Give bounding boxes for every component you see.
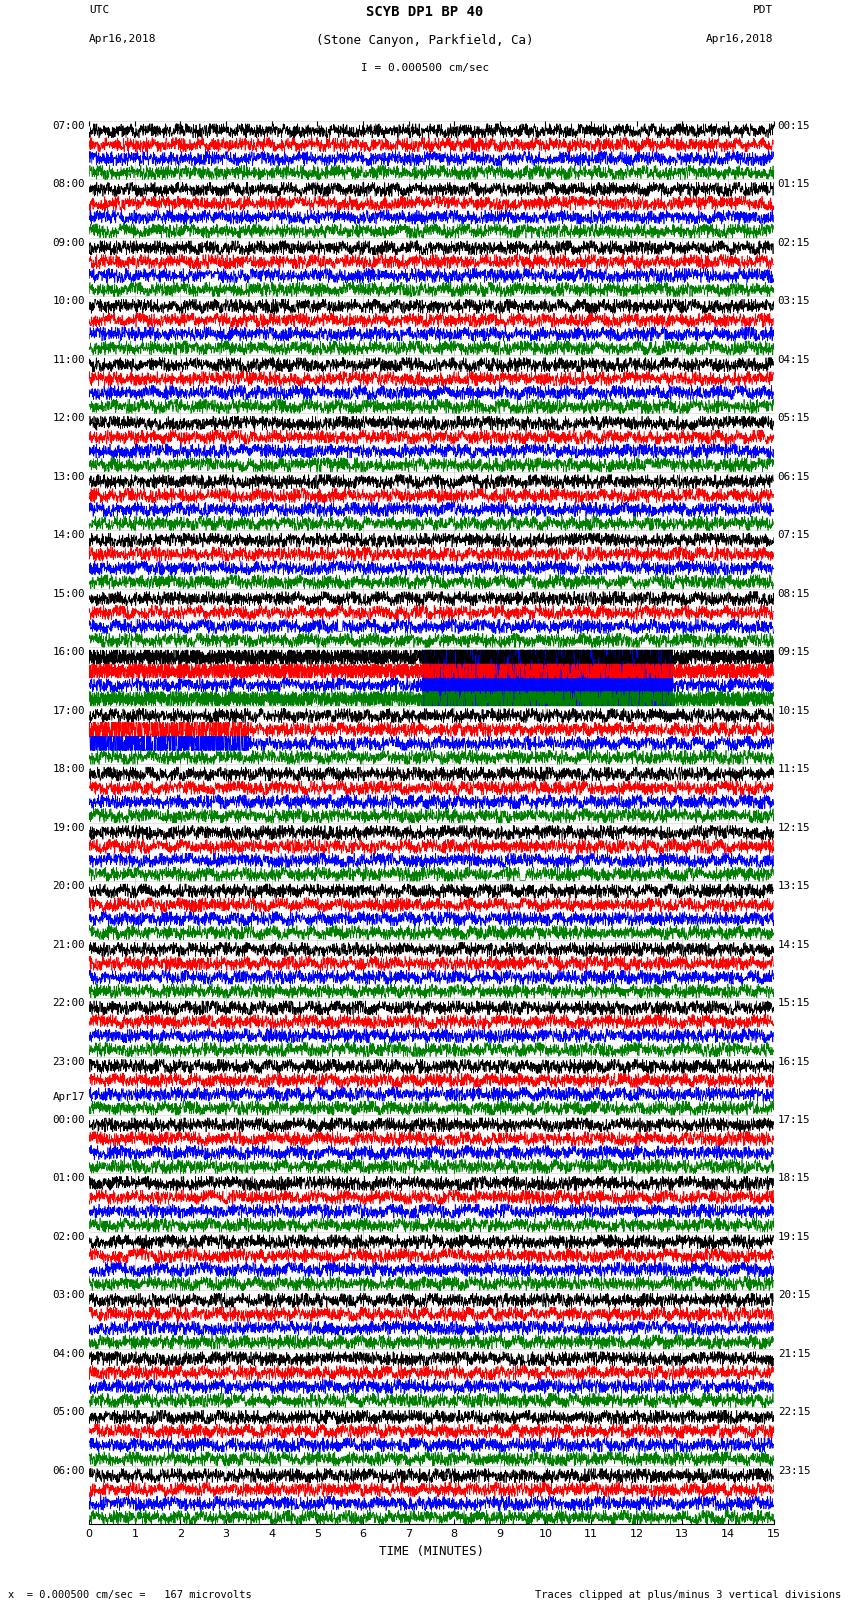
Text: Apr16,2018: Apr16,2018 xyxy=(706,34,774,44)
Text: 08:15: 08:15 xyxy=(778,589,810,598)
Text: 12:00: 12:00 xyxy=(53,413,85,423)
Text: Apr17: Apr17 xyxy=(53,1092,85,1102)
Text: 15:15: 15:15 xyxy=(778,998,810,1008)
Text: PDT: PDT xyxy=(753,5,774,15)
Text: 18:15: 18:15 xyxy=(778,1174,810,1184)
Text: UTC: UTC xyxy=(89,5,110,15)
Text: 01:15: 01:15 xyxy=(778,179,810,189)
Text: 11:15: 11:15 xyxy=(778,765,810,774)
Text: 01:00: 01:00 xyxy=(53,1174,85,1184)
Text: 13:00: 13:00 xyxy=(53,473,85,482)
Text: 21:00: 21:00 xyxy=(53,939,85,950)
Text: 22:15: 22:15 xyxy=(778,1407,810,1418)
Text: 05:00: 05:00 xyxy=(53,1407,85,1418)
Text: (Stone Canyon, Parkfield, Ca): (Stone Canyon, Parkfield, Ca) xyxy=(316,34,534,47)
Text: 04:15: 04:15 xyxy=(778,355,810,365)
Text: 19:15: 19:15 xyxy=(778,1232,810,1242)
Text: 09:00: 09:00 xyxy=(53,239,85,248)
Text: 05:15: 05:15 xyxy=(778,413,810,423)
Text: 07:00: 07:00 xyxy=(53,121,85,131)
Text: 10:15: 10:15 xyxy=(778,706,810,716)
Text: 09:15: 09:15 xyxy=(778,647,810,656)
Text: 08:00: 08:00 xyxy=(53,179,85,189)
Text: 13:15: 13:15 xyxy=(778,881,810,890)
Text: 06:15: 06:15 xyxy=(778,473,810,482)
Text: 00:00: 00:00 xyxy=(53,1115,85,1124)
Text: 07:15: 07:15 xyxy=(778,531,810,540)
Text: 14:00: 14:00 xyxy=(53,531,85,540)
Text: 16:15: 16:15 xyxy=(778,1057,810,1066)
Text: 11:00: 11:00 xyxy=(53,355,85,365)
Text: 17:00: 17:00 xyxy=(53,706,85,716)
Text: Apr16,2018: Apr16,2018 xyxy=(89,34,156,44)
Text: 00:15: 00:15 xyxy=(778,121,810,131)
Text: SCYB DP1 BP 40: SCYB DP1 BP 40 xyxy=(366,5,484,19)
Text: 02:00: 02:00 xyxy=(53,1232,85,1242)
Text: 03:15: 03:15 xyxy=(778,297,810,306)
X-axis label: TIME (MINUTES): TIME (MINUTES) xyxy=(379,1545,484,1558)
Text: 17:15: 17:15 xyxy=(778,1115,810,1124)
Text: 16:00: 16:00 xyxy=(53,647,85,656)
Text: 03:00: 03:00 xyxy=(53,1290,85,1300)
Text: I = 0.000500 cm/sec: I = 0.000500 cm/sec xyxy=(361,63,489,73)
Bar xyxy=(422,650,673,706)
Text: 10:00: 10:00 xyxy=(53,297,85,306)
Text: 23:00: 23:00 xyxy=(53,1057,85,1066)
Text: 02:15: 02:15 xyxy=(778,239,810,248)
Text: 12:15: 12:15 xyxy=(778,823,810,832)
Text: Traces clipped at plus/minus 3 vertical divisions: Traces clipped at plus/minus 3 vertical … xyxy=(536,1590,842,1600)
Text: 15:00: 15:00 xyxy=(53,589,85,598)
Text: 19:00: 19:00 xyxy=(53,823,85,832)
Text: 20:15: 20:15 xyxy=(778,1290,810,1300)
Text: 06:00: 06:00 xyxy=(53,1466,85,1476)
Text: 04:00: 04:00 xyxy=(53,1348,85,1358)
Text: x  = 0.000500 cm/sec =   167 microvolts: x = 0.000500 cm/sec = 167 microvolts xyxy=(8,1590,252,1600)
Text: 22:00: 22:00 xyxy=(53,998,85,1008)
Text: 21:15: 21:15 xyxy=(778,1348,810,1358)
Text: 18:00: 18:00 xyxy=(53,765,85,774)
Text: 20:00: 20:00 xyxy=(53,881,85,890)
Text: 23:15: 23:15 xyxy=(778,1466,810,1476)
Text: 14:15: 14:15 xyxy=(778,939,810,950)
